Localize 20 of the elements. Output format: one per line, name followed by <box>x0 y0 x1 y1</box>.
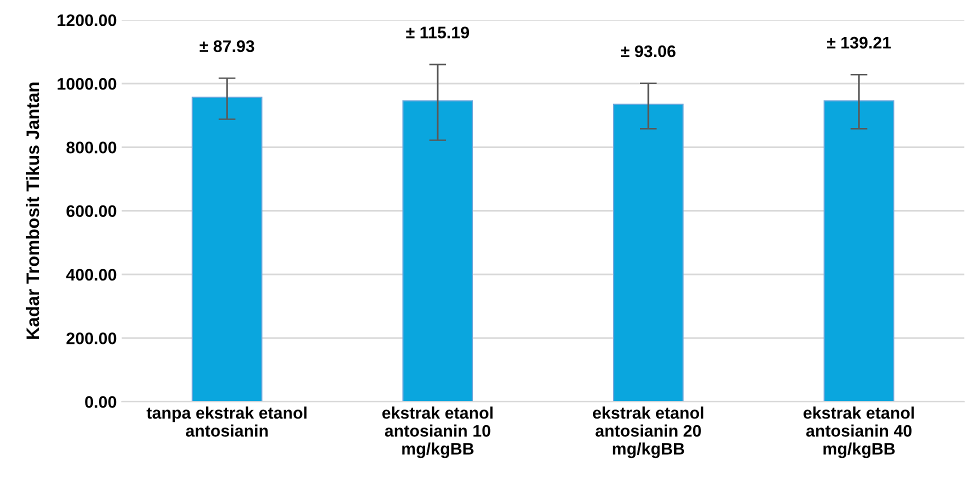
y-axis-title: Kadar Trombosit Tikus Jantan <box>26 82 40 339</box>
x-tick-label: tanpa ekstrak etanol antosianin <box>146 406 306 437</box>
y-tick-label: 1000.00 <box>58 78 116 90</box>
y-tick-label: 0.00 <box>85 396 116 408</box>
annotation: ± 139.21 <box>826 36 891 49</box>
x-tick-label: ekstrak etanol antosianin 40 mg/kgBB <box>804 406 914 458</box>
bar <box>613 104 684 402</box>
y-tick-label: 600.00 <box>66 205 116 218</box>
annotation: ± 87.93 <box>200 40 254 52</box>
y-tick-label: 800.00 <box>66 142 116 154</box>
bar <box>192 96 262 402</box>
y-tick-label: 200.00 <box>66 332 116 344</box>
y-tick-label: 400.00 <box>66 268 116 281</box>
annotation: ± 93.06 <box>620 45 676 58</box>
x-tick-label: ekstrak etanol antosianin 10 mg/kgBB <box>382 406 493 458</box>
annotation: ± 115.19 <box>406 26 469 38</box>
bar <box>402 100 473 402</box>
y-tick-label: 1200.00 <box>58 14 116 26</box>
bar <box>824 100 894 402</box>
x-tick-label: ekstrak etanol antosianin 20 mg/kgBB <box>592 406 704 458</box>
